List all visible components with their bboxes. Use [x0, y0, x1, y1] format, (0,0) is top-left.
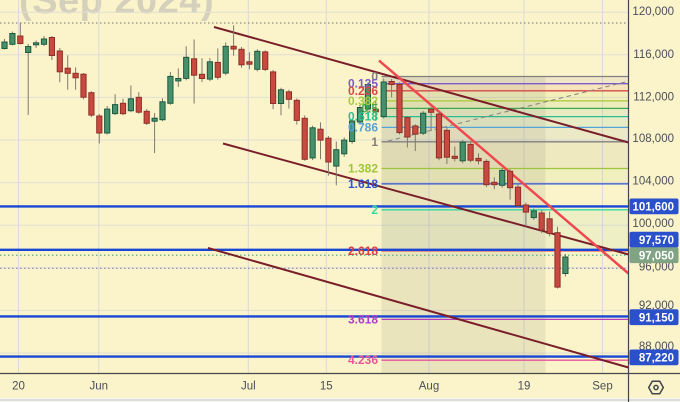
- svg-text:2.618: 2.618: [348, 244, 378, 258]
- svg-text:Jun: Jun: [90, 381, 109, 393]
- svg-text:15: 15: [320, 381, 333, 393]
- svg-text:104,000: 104,000: [632, 175, 674, 187]
- svg-text:92,000: 92,000: [639, 300, 674, 312]
- svg-text:101,600: 101,600: [632, 202, 674, 214]
- svg-text:1: 1: [371, 135, 378, 149]
- svg-text:96,000: 96,000: [639, 261, 674, 273]
- svg-text:4.236: 4.236: [348, 353, 378, 367]
- svg-text:0.786: 0.786: [348, 120, 378, 134]
- svg-text:0: 0: [371, 70, 378, 84]
- svg-text:Jul: Jul: [241, 381, 256, 393]
- svg-text:0.382: 0.382: [348, 94, 378, 108]
- svg-text:0.125: 0.125: [348, 77, 378, 91]
- svg-text:120,000: 120,000: [632, 6, 674, 18]
- svg-text:0.236: 0.236: [348, 84, 378, 98]
- svg-text:3.618: 3.618: [348, 312, 378, 326]
- svg-text:97,050: 97,050: [639, 250, 674, 262]
- svg-text:0.618: 0.618: [348, 110, 378, 124]
- svg-text:(Sep 2024): (Sep 2024): [19, 0, 214, 22]
- svg-text:0.5: 0.5: [361, 101, 378, 115]
- svg-text:112,000: 112,000: [633, 91, 674, 103]
- svg-text:91,150: 91,150: [639, 312, 674, 324]
- svg-text:19: 19: [518, 381, 531, 393]
- svg-text:116,000: 116,000: [633, 49, 674, 61]
- svg-text:1.382: 1.382: [348, 162, 378, 176]
- svg-text:2: 2: [371, 203, 378, 217]
- svg-text:Sep: Sep: [592, 381, 612, 393]
- svg-text:87,220: 87,220: [639, 353, 674, 365]
- svg-text:97,570: 97,570: [639, 235, 674, 247]
- svg-text:100,000: 100,000: [632, 218, 674, 230]
- svg-text:1.618: 1.618: [348, 177, 378, 191]
- svg-text:108,000: 108,000: [632, 133, 674, 145]
- svg-text:20: 20: [12, 381, 25, 393]
- svg-text:Aug: Aug: [419, 381, 439, 393]
